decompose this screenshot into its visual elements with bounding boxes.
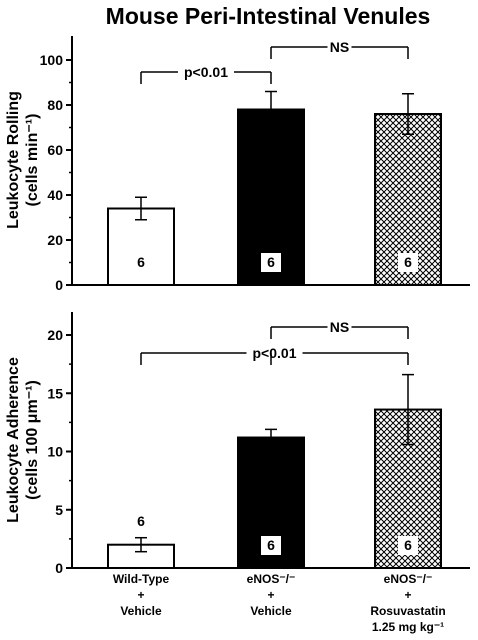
bar bbox=[107, 207, 175, 286]
chart-panel-1: 0 20 40 60 80 100 Leukocyte Rolling (cells min⁻… bbox=[5, 36, 470, 293]
y-axis-label-line: (cells min⁻¹) bbox=[24, 114, 41, 207]
y-axis-label-line: Leukocyte Rolling bbox=[5, 91, 22, 229]
category-label: + bbox=[404, 588, 411, 602]
significance-label: NS bbox=[330, 39, 349, 55]
category-label: Rosuvastatin bbox=[370, 604, 445, 618]
category-label: eNOS⁻/⁻ bbox=[247, 572, 296, 586]
y-axis-label-line: Leukocyte Adherence bbox=[5, 357, 22, 523]
y-tick-label: 80 bbox=[47, 97, 63, 113]
significance-label: p<0.01 bbox=[253, 345, 297, 361]
y-tick-label: 40 bbox=[47, 187, 63, 203]
n-label: 6 bbox=[404, 254, 412, 270]
category-label: + bbox=[137, 588, 144, 602]
n-label: 6 bbox=[267, 537, 275, 553]
significance-label: NS bbox=[330, 319, 349, 335]
y-tick-label: 100 bbox=[40, 52, 64, 68]
category-label: eNOS⁻/⁻ bbox=[384, 572, 433, 586]
y-tick-label: 20 bbox=[47, 232, 63, 248]
y-tick-label: 5 bbox=[55, 502, 63, 518]
category-label: + bbox=[267, 588, 274, 602]
y-tick-label: 15 bbox=[47, 385, 63, 401]
y-tick-label: 20 bbox=[47, 327, 63, 343]
y-axis-label: Leukocyte Adherence (cells 100 μm⁻¹) bbox=[5, 357, 41, 523]
n-label-box bbox=[261, 253, 281, 272]
n-label-box bbox=[398, 253, 418, 272]
y-axis-label-line: (cells 100 μm⁻¹) bbox=[24, 380, 41, 500]
y-tick-label: 0 bbox=[55, 560, 63, 576]
n-label-box bbox=[261, 536, 281, 555]
y-tick-label: 10 bbox=[47, 444, 63, 460]
bar bbox=[237, 108, 305, 286]
n-label-box bbox=[398, 536, 418, 555]
chart-panel-2: 0 5 10 15 20 Leukocyte Adherence (cells 100 μm… bbox=[5, 312, 470, 576]
category-label: 1.25 mg kg⁻¹ bbox=[372, 620, 444, 634]
n-label: 6 bbox=[267, 254, 275, 270]
chart-title: Mouse Peri-Intestinal Venules bbox=[106, 3, 431, 29]
n-label: 6 bbox=[137, 513, 145, 529]
category-label: Vehicle bbox=[120, 604, 162, 618]
significance-label: p<0.01 bbox=[184, 64, 228, 80]
y-axis-label: Leukocyte Rolling (cells min⁻¹) bbox=[5, 91, 41, 229]
y-tick-label: 60 bbox=[47, 142, 63, 158]
category-label: Vehicle bbox=[250, 604, 292, 618]
n-label: 6 bbox=[404, 537, 412, 553]
y-tick-label: 0 bbox=[55, 277, 63, 293]
category-label: Wild-Type bbox=[113, 572, 170, 586]
n-label: 6 bbox=[137, 254, 145, 270]
